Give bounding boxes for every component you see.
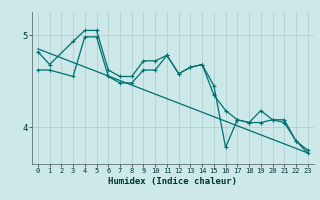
X-axis label: Humidex (Indice chaleur): Humidex (Indice chaleur)	[108, 177, 237, 186]
